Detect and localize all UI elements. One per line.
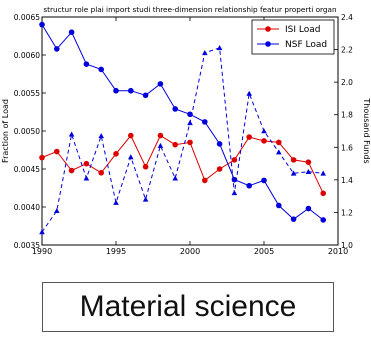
series-marker-2 (261, 128, 267, 134)
chart: structur role plai import studi three-di… (1, 5, 371, 256)
series-marker-1 (246, 182, 252, 189)
x-tick-label: 2005 (254, 247, 274, 256)
x-tick-label: 2010 (328, 247, 348, 256)
y-tick-label: 0.0035 (14, 241, 40, 250)
y2-tick-label: 1.0 (341, 241, 353, 250)
caption-box: Material science (42, 282, 334, 332)
series-marker-2 (142, 196, 149, 202)
series-marker-1 (202, 119, 208, 125)
series-marker-1 (172, 106, 178, 112)
series-marker-1 (305, 205, 312, 212)
series-marker-0 (261, 138, 267, 144)
series-marker-1 (320, 217, 327, 223)
series-marker-2 (98, 133, 104, 139)
series-marker-0 (128, 132, 134, 139)
y-tick-label: 0.0055 (14, 89, 40, 98)
series-marker-1 (113, 87, 119, 94)
y2-tick-label: 2.4 (341, 13, 353, 22)
y-tick-label: 0.0050 (14, 127, 40, 136)
series-marker-0 (290, 157, 297, 163)
series-marker-2 (39, 229, 45, 235)
plot-area (41, 16, 339, 246)
series-marker-0 (320, 190, 327, 197)
series-marker-0 (83, 160, 90, 167)
series-marker-0 (39, 154, 45, 161)
y2-tick-label: 1.6 (341, 143, 353, 152)
series-marker-0 (202, 177, 208, 184)
series-marker-1 (157, 81, 164, 87)
series-marker-2 (83, 175, 90, 181)
y2-tick-label: 1.2 (341, 208, 353, 217)
series-marker-2 (216, 45, 223, 51)
series-marker-2 (320, 170, 326, 176)
series-marker-1 (276, 202, 282, 209)
y-tick-label: 0.0060 (14, 51, 40, 60)
series-marker-2 (54, 208, 60, 214)
y2-tick-label: 1.8 (341, 111, 353, 120)
series-marker-2 (290, 170, 297, 176)
legend-nsf-marker (265, 41, 271, 47)
series-marker-1 (142, 92, 149, 99)
series-marker-1 (290, 216, 297, 222)
y-tick-label: 0.0040 (14, 203, 40, 212)
x-tick-label: 1990 (32, 247, 52, 256)
series-marker-2 (68, 131, 75, 137)
series-marker-0 (98, 170, 104, 176)
y2-tick-label: 2.2 (341, 46, 353, 55)
series-marker-2 (128, 154, 134, 160)
series-marker-0 (216, 166, 223, 172)
ticks: 1990 1995 2000 2005 2010 0.0035 0.0040 0.0045 0.… (14, 13, 353, 256)
legend: ISI Load NSF Load (251, 19, 335, 55)
series-line-2 (41, 47, 324, 233)
legend-isi-label: ISI Load (285, 25, 320, 35)
series-marker-1 (261, 177, 267, 184)
series-marker-0 (231, 157, 238, 163)
series-marker-1 (216, 141, 223, 147)
legend-box (251, 19, 335, 55)
y2-tick-label: 2.0 (341, 78, 353, 87)
series-marker-1 (68, 29, 75, 35)
series-marker-0 (305, 159, 312, 165)
series-marker-2 (172, 175, 178, 181)
legend-isi-marker (265, 26, 271, 32)
series-marker-0 (113, 151, 119, 157)
legend-nsf-label: NSF Load (285, 40, 327, 50)
series-marker-2 (305, 168, 312, 174)
series-marker-2 (113, 199, 119, 205)
series-marker-0 (68, 167, 75, 174)
y-axis-label: Fraction of Load (1, 99, 10, 163)
series-marker-1 (128, 87, 134, 94)
series-marker-2 (246, 90, 252, 96)
series-marker-1 (39, 21, 45, 28)
y2-axis-label: Thousand Funds (362, 97, 371, 163)
caption-text: Material science (79, 290, 297, 323)
y2-tick-label: 1.4 (341, 176, 353, 185)
series-marker-2 (187, 120, 193, 126)
series-marker-0 (172, 141, 178, 148)
series-group (39, 21, 327, 235)
series-marker-0 (187, 139, 193, 146)
x-tick-label: 2000 (180, 247, 200, 256)
y-tick-label: 0.0065 (14, 13, 40, 22)
series-marker-2 (157, 142, 164, 148)
series-marker-2 (276, 149, 282, 155)
chart-title: structur role plai import studi three-di… (43, 5, 336, 14)
series-marker-0 (246, 134, 252, 140)
series-marker-1 (98, 66, 104, 73)
series-marker-2 (231, 190, 238, 196)
series-marker-2 (202, 50, 208, 56)
series-marker-0 (54, 148, 60, 155)
series-marker-0 (142, 163, 149, 170)
series-marker-0 (157, 132, 164, 139)
series-marker-1 (83, 61, 90, 67)
series-marker-1 (54, 46, 60, 52)
y-tick-label: 0.0045 (14, 165, 40, 174)
series-marker-0 (276, 139, 282, 146)
x-tick-label: 1995 (106, 247, 126, 256)
